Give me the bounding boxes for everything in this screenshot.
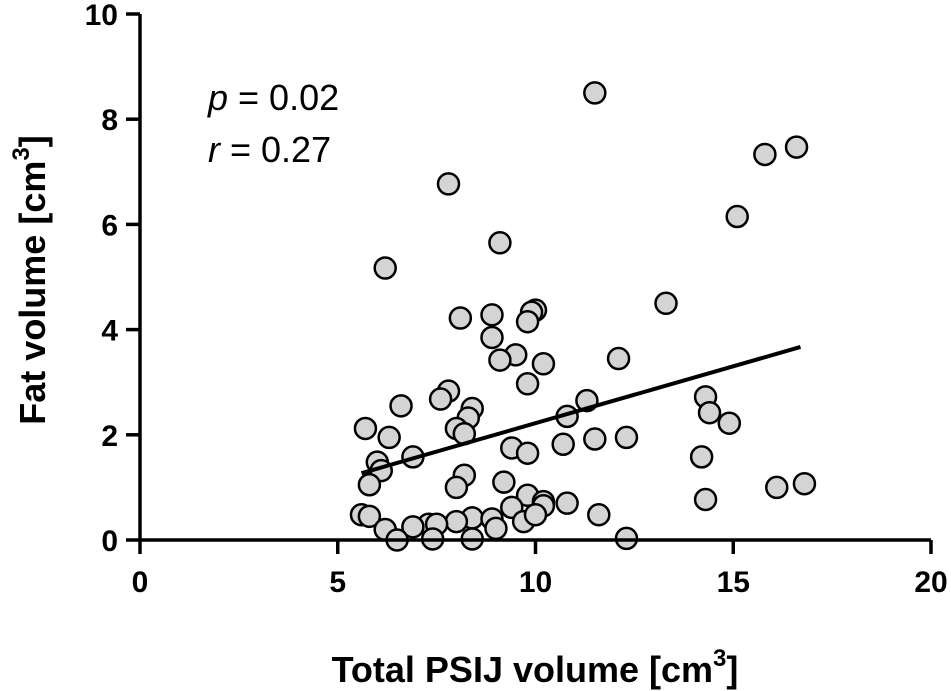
data-point bbox=[654, 291, 678, 316]
data-point bbox=[480, 325, 504, 350]
data-point bbox=[492, 470, 516, 494]
y-tick-label: 2 bbox=[101, 420, 118, 453]
y-axis-title-close: ] bbox=[12, 135, 53, 147]
data-point bbox=[765, 475, 789, 500]
data-point bbox=[480, 303, 504, 327]
y-axis-title: Fat volume [cm3] bbox=[8, 135, 53, 424]
axes: 0 5 10 15 20 0 2 4 6 8 10 bbox=[85, 0, 948, 599]
data-point bbox=[377, 425, 401, 450]
data-point bbox=[357, 473, 382, 497]
r-value-text: = 0.27 bbox=[220, 129, 331, 170]
p-value-annotation: p = 0.02 bbox=[207, 77, 339, 118]
x-tick-label: 15 bbox=[717, 566, 750, 599]
y-tick-label: 10 bbox=[85, 0, 118, 32]
data-point bbox=[697, 400, 722, 425]
data-point bbox=[444, 509, 469, 534]
data-point bbox=[389, 394, 413, 418]
data-point bbox=[515, 372, 540, 396]
y-tick-label: 8 bbox=[101, 104, 118, 137]
x-tick-label: 20 bbox=[914, 566, 947, 599]
data-point bbox=[583, 427, 607, 451]
data-point bbox=[428, 387, 453, 411]
data-point bbox=[515, 309, 540, 334]
data-point bbox=[784, 135, 809, 159]
data-point bbox=[606, 346, 631, 371]
r-value-annotation: r = 0.27 bbox=[208, 129, 331, 170]
data-point bbox=[353, 416, 378, 441]
data-point bbox=[753, 142, 777, 167]
x-axis-title-sup: 3 bbox=[713, 645, 726, 672]
x-tick-label: 5 bbox=[329, 566, 346, 599]
x-tick-label: 10 bbox=[519, 566, 552, 599]
p-value-text: = 0.02 bbox=[228, 77, 339, 118]
data-point bbox=[689, 445, 714, 469]
r-symbol: r bbox=[208, 129, 222, 170]
y-axis-title-sup: 3 bbox=[8, 147, 35, 160]
x-axis-title-main: Total PSIJ volume [cm bbox=[332, 649, 713, 690]
y-tick-label: 0 bbox=[101, 525, 118, 558]
regression-line bbox=[360, 345, 802, 476]
x-axis-title-close: ] bbox=[726, 649, 738, 690]
data-point bbox=[515, 441, 540, 465]
data-point bbox=[488, 348, 512, 372]
x-axis-title: Total PSIJ volume [cm3] bbox=[332, 645, 739, 690]
data-point bbox=[725, 204, 749, 229]
data-point bbox=[444, 475, 469, 500]
y-axis-title-main: Fat volume [cm bbox=[12, 161, 53, 425]
data-point bbox=[531, 352, 556, 376]
x-tick-label: 0 bbox=[132, 566, 149, 599]
data-point bbox=[555, 491, 579, 515]
data-point bbox=[523, 503, 548, 527]
data-point bbox=[488, 231, 512, 255]
y-tick-label: 4 bbox=[101, 315, 118, 348]
data-point bbox=[717, 411, 742, 435]
points-layer bbox=[349, 81, 817, 552]
data-point bbox=[401, 515, 425, 539]
data-point bbox=[448, 306, 473, 330]
data-point bbox=[792, 471, 817, 496]
data-point bbox=[693, 487, 718, 512]
data-point bbox=[436, 172, 461, 196]
p-symbol: p bbox=[207, 77, 228, 118]
data-point bbox=[583, 81, 607, 105]
data-point bbox=[373, 256, 397, 280]
data-point bbox=[484, 516, 508, 541]
data-point bbox=[357, 504, 382, 529]
y-tick-label: 6 bbox=[101, 209, 118, 242]
data-point bbox=[551, 432, 575, 457]
data-point bbox=[587, 503, 611, 527]
data-point bbox=[614, 425, 639, 450]
